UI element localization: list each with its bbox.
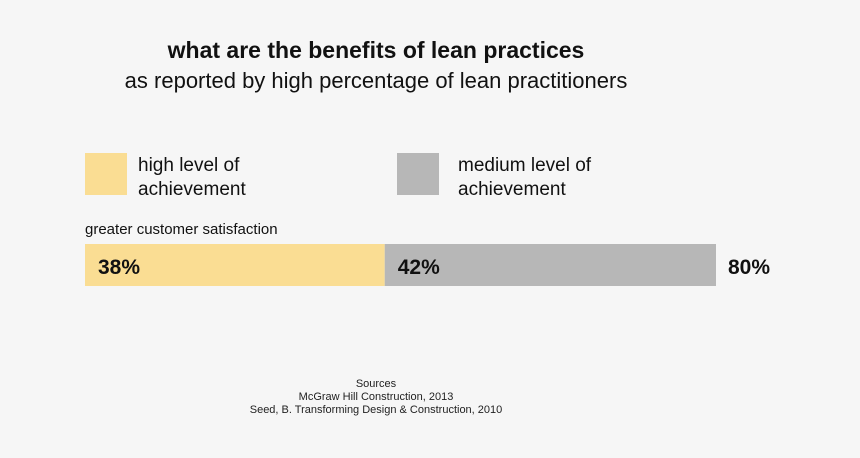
legend-label-medium-line1: medium level of [458, 155, 592, 176]
bar-label-high: 38% [98, 256, 140, 279]
sources-heading: Sources [355, 378, 397, 390]
legend-label-medium: medium level of achievement [458, 154, 638, 202]
source-line-1: McGraw Hill Construction, 2013 [298, 391, 454, 403]
category-label: greater customer satisfaction [85, 221, 278, 238]
bar-segment-medium [384, 244, 716, 286]
source-line-2: Seed, B. Transforming Design & Construct… [249, 404, 503, 416]
chart-title-text: what are the benefits of lean practices [167, 37, 585, 63]
bar-segment-high [85, 244, 385, 286]
legend-swatch-medium [397, 153, 439, 195]
sources-block: Sources McGraw Hill Construction, 2013 S… [0, 378, 752, 417]
chart-title: what are the benefits of lean practices [0, 37, 860, 64]
legend-swatch-high [85, 153, 127, 195]
legend-label-high: high level of achievement [138, 154, 318, 202]
chart-subtitle: as reported by high percentage of lean p… [124, 68, 628, 93]
legend-label-medium-line2: achievement [458, 179, 566, 200]
legend-label-high-line1: high level of [138, 155, 240, 176]
legend-label-high-line2: achievement [138, 179, 246, 200]
bar-label-medium: 42% [398, 256, 440, 279]
bar-total-label: 80% [728, 256, 770, 279]
